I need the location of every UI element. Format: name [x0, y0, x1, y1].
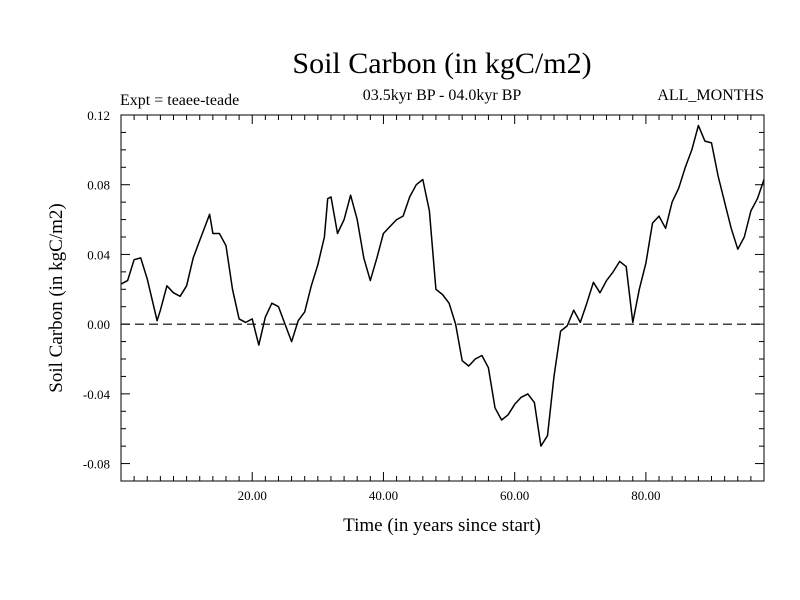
months-label: ALL_MONTHS	[657, 87, 764, 104]
x-tick-label: 60.00	[500, 488, 529, 503]
x-axis-label: Time (in years since start)	[343, 515, 541, 536]
y-axis-label: Soil Carbon (in kgC/m2)	[46, 203, 67, 392]
y-tick-label: -0.08	[83, 457, 110, 472]
chart-title: Soil Carbon (in kgC/m2)	[292, 47, 591, 80]
y-tick-label: 0.12	[87, 108, 110, 123]
soil-carbon-series-line	[120, 124, 765, 447]
x-tick-label: 80.00	[631, 488, 660, 503]
experiment-label: Expt = teaee-teade	[120, 92, 239, 109]
y-tick-label: 0.04	[87, 247, 110, 262]
plot-area: 20.00 40.00 60.00 80.00 -0.08 -0.04 0.00 0.04 0.…	[83, 108, 765, 503]
x-tick-label: 20.00	[238, 488, 267, 503]
y-tick-label: 0.00	[87, 317, 110, 332]
chart-subtitle: 03.5kyr BP - 04.0kyr BP	[363, 87, 522, 104]
plot-frame	[120, 114, 765, 482]
y-tick-label: -0.04	[83, 387, 111, 402]
x-tick-label: 40.00	[369, 488, 398, 503]
y-tick-label: 0.08	[87, 178, 110, 193]
